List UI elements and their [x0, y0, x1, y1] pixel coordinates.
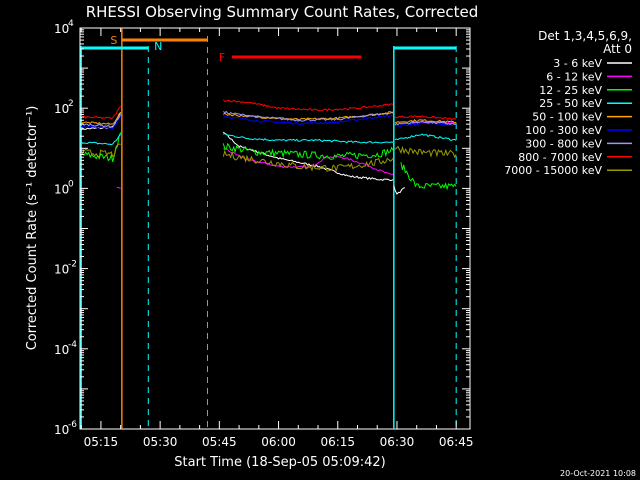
series-line-4 — [394, 133, 457, 141]
legend-label: 6 - 12 keV — [546, 70, 602, 83]
y-tick-exponent: -6 — [68, 420, 77, 430]
series-line-2 — [223, 148, 394, 175]
series-line-7 — [81, 113, 122, 128]
legend-label: 50 - 100 keV — [532, 111, 602, 124]
x-tick-label: 05:30 — [143, 435, 178, 449]
y-axis-label: Corrected Count Rate (s⁻¹ detector⁻¹) — [25, 106, 40, 351]
series-line-9 — [394, 145, 457, 159]
series-line-9 — [80, 143, 121, 158]
series-line-3 — [222, 142, 394, 160]
series-line-5 — [394, 119, 457, 124]
y-tick-exponent: -4 — [68, 340, 77, 350]
legend-header-attenuator: Att 0 — [603, 42, 632, 56]
y-tick-label: 10 — [54, 102, 69, 116]
series-line-6 — [81, 115, 122, 130]
y-tick-label: 10 — [54, 263, 69, 277]
series-line-2 — [116, 186, 121, 189]
y-tick-exponent: 2 — [68, 99, 74, 109]
series-layer — [80, 99, 457, 195]
flare-label: F — [219, 51, 225, 64]
legend-label: 7000 - 15000 keV — [504, 164, 602, 177]
legend-label: 100 - 300 keV — [525, 124, 602, 137]
series-line-7 — [223, 110, 394, 122]
y-tick-exponent: 0 — [68, 179, 74, 189]
legend-label: 25 - 50 keV — [539, 97, 602, 110]
series-line-1 — [393, 185, 406, 195]
legend-label: 3 - 6 keV — [553, 57, 602, 70]
x-tick-label: 06:30 — [380, 435, 415, 449]
y-tick-label: 10 — [54, 182, 69, 196]
y-tick-label: 10 — [54, 22, 69, 36]
y-tick-exponent: -2 — [68, 260, 77, 270]
y-tick-exponent: 4 — [68, 19, 74, 29]
series-line-4 — [80, 133, 122, 146]
x-axis-label: Start Time (18-Sep-05 05:09:42) — [174, 455, 385, 470]
series-line-8 — [81, 105, 122, 120]
series-line-8 — [394, 114, 457, 121]
x-tick-label: 06:45 — [439, 435, 474, 449]
legend-label: 800 - 7000 keV — [518, 151, 602, 164]
chart-title: RHESSI Observing Summary Count Rates, Co… — [86, 3, 479, 21]
legend-label: 12 - 25 keV — [539, 84, 602, 97]
series-line-3 — [400, 162, 457, 191]
y-tick-label: 10 — [54, 423, 69, 437]
series-line-3 — [80, 132, 122, 163]
series-line-6 — [223, 114, 394, 125]
footer-timestamp: 20-Oct-2021 10:08 — [560, 469, 636, 478]
y-tick-label: 10 — [54, 343, 69, 357]
series-line-9 — [222, 149, 394, 173]
legend-label: 300 - 800 keV — [525, 137, 602, 150]
x-tick-label: 06:15 — [320, 435, 355, 449]
saa-label: S — [110, 34, 117, 47]
legend-header-detectors: Det 1,3,4,5,6,9, — [538, 29, 632, 43]
x-tick-label: 05:15 — [84, 435, 119, 449]
night-label: N — [154, 40, 162, 53]
x-tick-label: 06:00 — [261, 435, 296, 449]
series-line-8 — [222, 99, 394, 112]
series-line-7 — [394, 120, 457, 126]
series-line-5 — [81, 111, 122, 125]
series-line-4 — [223, 133, 394, 144]
x-tick-label: 05:45 — [202, 435, 237, 449]
